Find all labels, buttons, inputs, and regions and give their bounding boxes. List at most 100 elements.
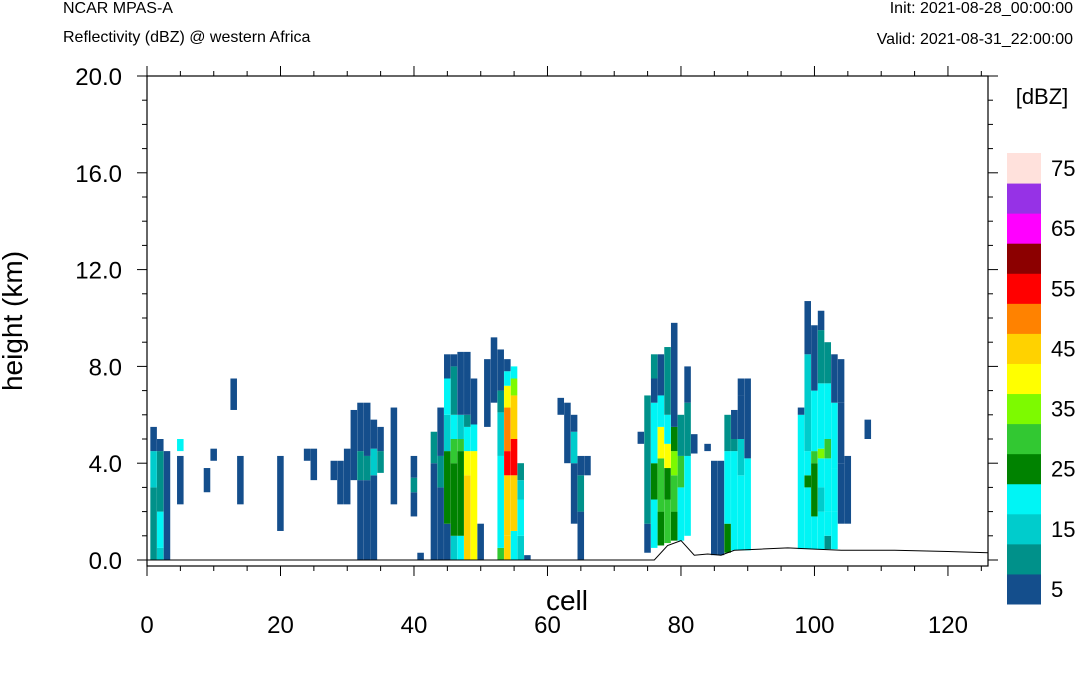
colorbar-swatch xyxy=(1007,153,1041,184)
reflectivity-cell xyxy=(470,378,478,425)
reflectivity-cell xyxy=(437,407,444,456)
reflectivity-cell xyxy=(724,451,731,524)
y-tick-label: 0.0 xyxy=(89,548,122,575)
y-tick-label: 4.0 xyxy=(89,451,122,478)
reflectivity-cell xyxy=(737,378,745,396)
reflectivity-cell xyxy=(584,455,591,476)
reflectivity-cell xyxy=(711,460,718,556)
reflectivity-cell xyxy=(150,426,157,452)
reflectivity-cell xyxy=(484,359,491,427)
reflectivity-cell xyxy=(450,354,458,367)
reflectivity-cell xyxy=(450,414,458,439)
reflectivity-cell xyxy=(510,378,518,396)
reflectivity-cell xyxy=(464,475,471,560)
colorbar-label: 5 xyxy=(1051,577,1063,602)
reflectivity-cell xyxy=(677,455,685,488)
reflectivity-cell xyxy=(237,455,244,505)
reflectivity-cell xyxy=(517,480,524,500)
plot-frame xyxy=(146,75,989,567)
colorbar-swatch xyxy=(1007,183,1041,214)
reflectivity-cell xyxy=(817,458,825,488)
reflectivity-cell xyxy=(464,414,471,427)
reflectivity-cell xyxy=(664,468,671,500)
reflectivity-cell xyxy=(650,499,658,548)
reflectivity-cell xyxy=(477,523,484,560)
plot-background xyxy=(147,76,988,566)
reflectivity-cell xyxy=(650,354,658,379)
x-tick-label: 100 xyxy=(794,612,834,639)
colorbar-swatch xyxy=(1007,543,1041,575)
y-tick-label: 16.0 xyxy=(75,161,122,188)
reflectivity-cell xyxy=(517,535,524,560)
reflectivity-cell xyxy=(670,322,678,427)
reflectivity-cell xyxy=(670,426,678,452)
init-time-label: Init: 2021-08-28_00:00:00 xyxy=(889,0,1073,17)
reflectivity-cell xyxy=(357,402,364,452)
reflectivity-cell xyxy=(450,366,458,415)
reflectivity-cell xyxy=(824,439,832,459)
reflectivity-cell xyxy=(817,511,825,550)
colorbar: 5 15 25 35 45 55 65 75 xyxy=(1007,153,1075,605)
x-tick-label: 40 xyxy=(401,612,428,639)
reflectivity-cell xyxy=(203,468,211,493)
reflectivity-cell xyxy=(444,451,451,524)
reflectivity-cell xyxy=(363,480,371,560)
x-tick-label: 60 xyxy=(534,612,561,639)
y-tick-label: 8.0 xyxy=(89,354,122,381)
reflectivity-cell xyxy=(824,383,832,439)
reflectivity-cell xyxy=(370,419,378,449)
reflectivity-cell xyxy=(310,448,318,481)
reflectivity-cell xyxy=(797,414,805,550)
reflectivity-cell xyxy=(817,310,825,331)
colorbar-swatch xyxy=(1007,333,1041,364)
reflectivity-cell xyxy=(837,359,845,403)
reflectivity-cell xyxy=(437,487,444,560)
reflectivity-cell xyxy=(437,455,444,488)
reflectivity-cell xyxy=(564,402,571,464)
colorbar-title: [dBZ] xyxy=(1016,84,1069,109)
reflectivity-cell xyxy=(570,431,578,464)
reflectivity-cell xyxy=(377,426,384,452)
y-tick-label: 20.0 xyxy=(75,64,122,91)
reflectivity-cell xyxy=(690,434,698,454)
colorbar-label: 55 xyxy=(1051,276,1075,301)
colorbar-swatch xyxy=(1007,393,1041,425)
reflectivity-cell xyxy=(464,351,471,415)
reflectivity-cell xyxy=(330,460,338,481)
reflectivity-cell xyxy=(417,552,424,560)
colorbar-swatch xyxy=(1007,513,1041,545)
reflectivity-cell xyxy=(444,378,451,415)
reflectivity-cell xyxy=(504,535,511,560)
x-tick-label: 80 xyxy=(668,612,695,639)
reflectivity-cell xyxy=(370,448,378,476)
reflectivity-cell xyxy=(664,414,671,444)
reflectivity-cell xyxy=(684,366,691,403)
reflectivity-cell xyxy=(510,366,518,379)
reflectivity-cell xyxy=(650,463,658,500)
reflectivity-cell xyxy=(804,451,811,476)
colorbar-swatch xyxy=(1007,423,1041,455)
reflectivity-cell xyxy=(457,351,464,415)
reflectivity-cell xyxy=(450,439,458,464)
reflectivity-cell xyxy=(804,475,811,488)
reflectivity-cell xyxy=(370,475,378,560)
reflectivity-cell xyxy=(490,337,498,403)
reflectivity-cell xyxy=(504,359,511,372)
colorbar-label: 35 xyxy=(1051,397,1075,422)
reflectivity-cell xyxy=(831,354,838,403)
reflectivity-cell xyxy=(504,407,511,452)
reflectivity-cell xyxy=(570,463,578,524)
reflectivity-cell xyxy=(577,455,585,476)
reflectivity-cell xyxy=(724,523,731,553)
reflectivity-cell xyxy=(650,378,658,403)
reflectivity-cell xyxy=(724,414,731,452)
reflectivity-cell xyxy=(644,523,651,553)
reflectivity-cell xyxy=(444,523,451,560)
reflectivity-cell xyxy=(150,451,157,488)
colorbar-swatch xyxy=(1007,573,1041,605)
reflectivity-cell xyxy=(343,448,351,505)
colorbar-swatch xyxy=(1007,453,1041,485)
terrain-line xyxy=(147,540,989,561)
x-tick-label: 20 xyxy=(267,612,294,639)
reflectivity-cell xyxy=(844,455,852,524)
